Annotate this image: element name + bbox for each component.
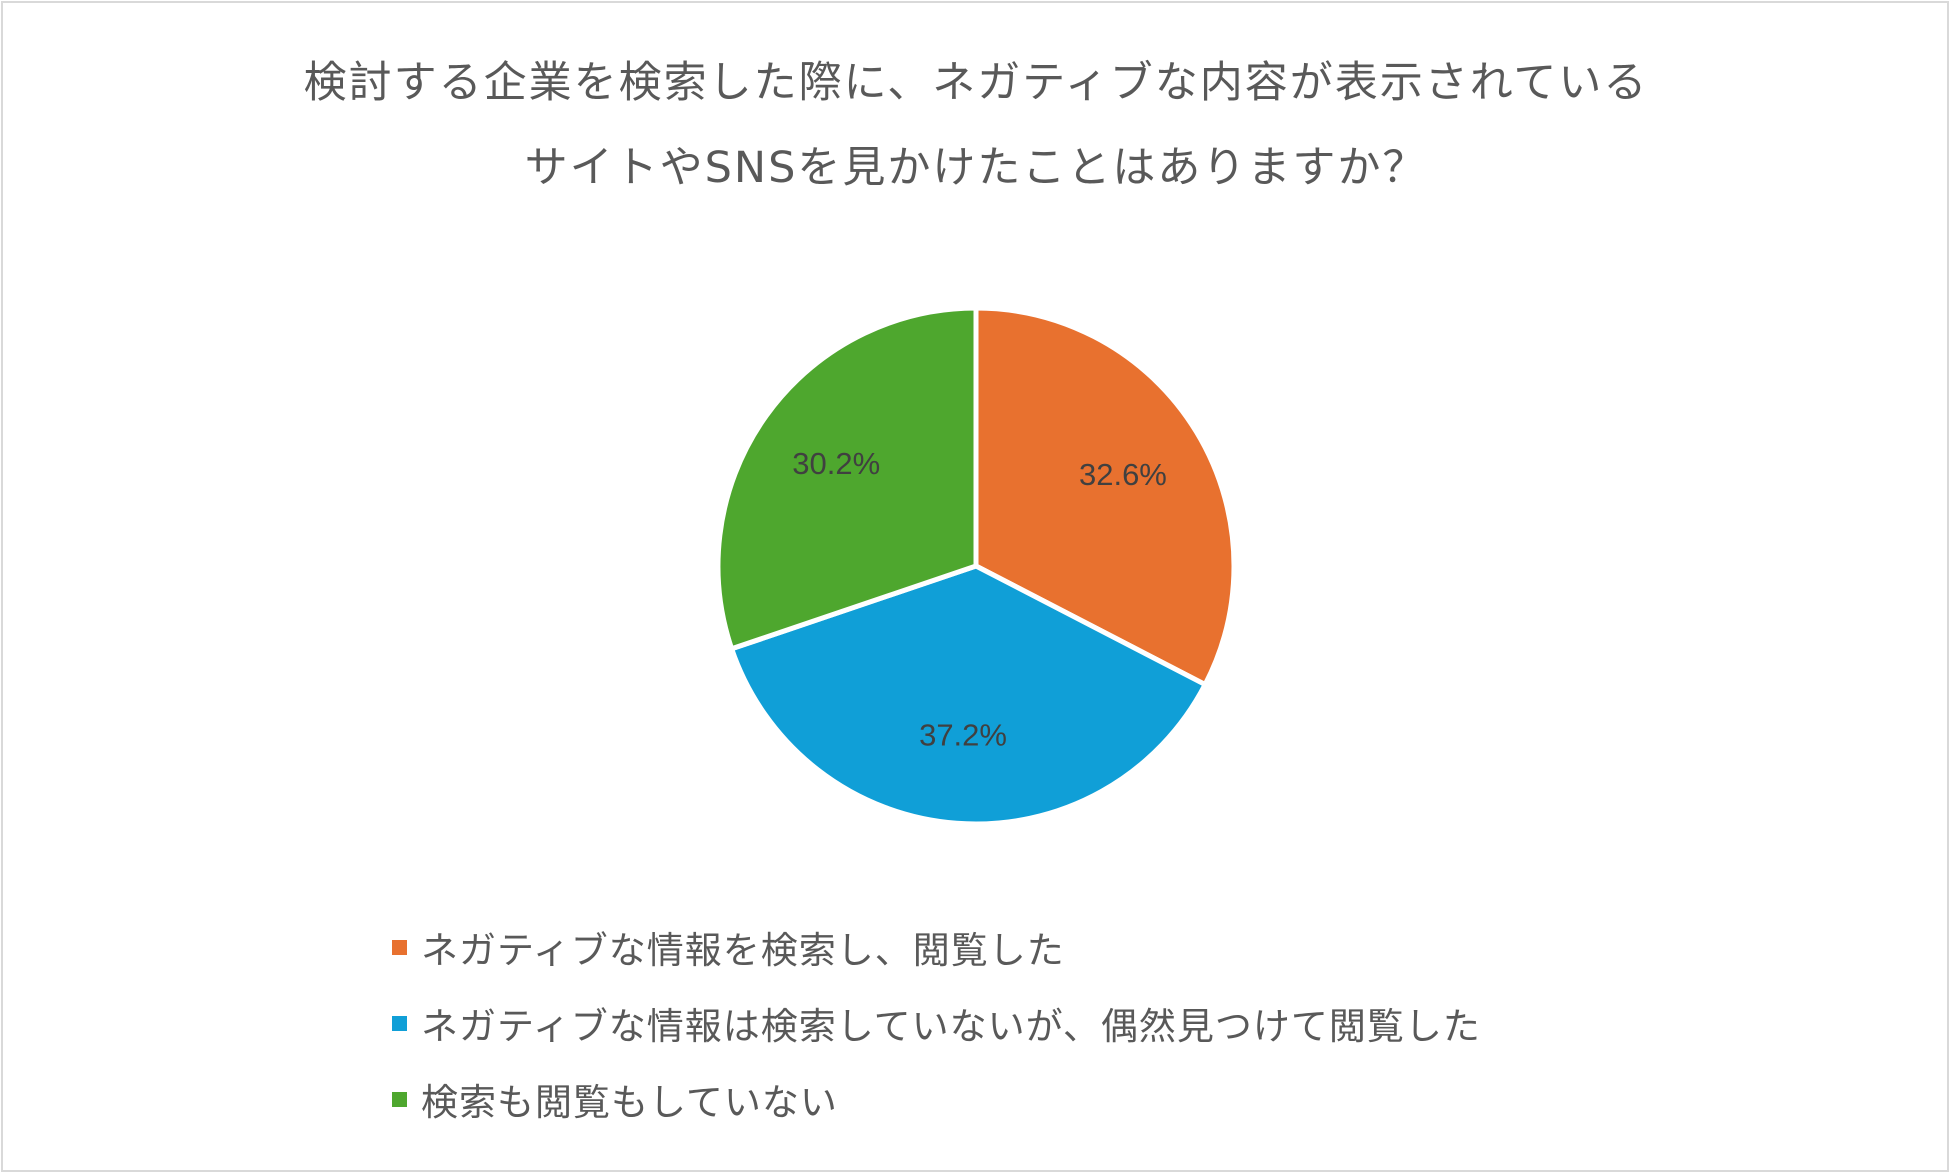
legend-label: ネガティブな情報は検索していないが、偶然見つけて閲覧した (421, 1005, 1481, 1048)
chart-title-line-1: 検討する企業を検索した際に、ネガティブな内容が表示されている (303, 58, 1649, 108)
slice-data-label: 30.2% (792, 446, 880, 481)
legend-item: ネガティブな情報は検索していないが、偶然見つけて閲覧した (392, 1004, 1481, 1048)
chart-title-line-2: サイトやSNSを見かけたことはありますか？ (524, 143, 1428, 193)
legend-label: ネガティブな情報を検索し、閲覧した (421, 929, 1065, 972)
legend-item: 検索も閲覧もしていない (392, 1080, 1481, 1124)
legend-item: ネガティブな情報を検索し、閲覧した (392, 928, 1481, 972)
chart-legend: ネガティブな情報を検索し、閲覧した ネガティブな情報は検索していないが、偶然見つ… (392, 928, 1481, 1156)
pie-slice (973, 305, 1237, 688)
legend-swatch (392, 1091, 407, 1107)
legend-swatch (392, 1015, 407, 1031)
slice-data-label: 37.2% (919, 718, 1007, 753)
legend-swatch (392, 939, 407, 955)
pie-slice (729, 563, 1208, 827)
pie-slice (715, 305, 979, 652)
slice-data-label: 32.6% (1079, 457, 1167, 492)
legend-label: 検索も閲覧もしていない (421, 1081, 838, 1124)
